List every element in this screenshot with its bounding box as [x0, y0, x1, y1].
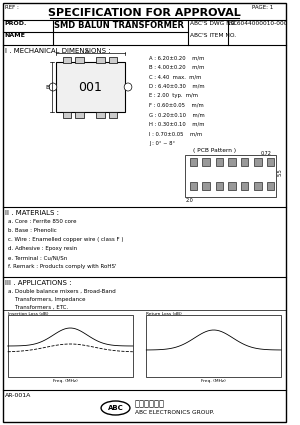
Text: C : 4.40  max.  m/m: C : 4.40 max. m/m: [149, 74, 202, 79]
Text: I : 0.70±0.05    m/m: I : 0.70±0.05 m/m: [149, 131, 202, 136]
Text: PROD.: PROD.: [5, 21, 27, 26]
Text: 5.5: 5.5: [277, 168, 282, 176]
Text: III . APPLICATIONS :: III . APPLICATIONS :: [5, 280, 71, 286]
Bar: [109, 112, 117, 118]
Text: b. Base : Phenolic: b. Base : Phenolic: [8, 228, 56, 233]
Text: ABC'S ITEM NO.: ABC'S ITEM NO.: [190, 33, 236, 38]
Text: 千加電子集團: 千加電子集團: [135, 399, 165, 408]
Text: Transformers , ETC.: Transformers , ETC.: [8, 305, 68, 310]
Bar: [228, 158, 236, 166]
Text: ( PCB Pattern ): ( PCB Pattern ): [193, 148, 236, 153]
Bar: [216, 158, 223, 166]
Bar: [202, 182, 210, 190]
Text: 001: 001: [79, 80, 102, 94]
Text: II . MATERIALS :: II . MATERIALS :: [5, 210, 59, 216]
Bar: [75, 57, 84, 63]
Text: B : 4.00±0.20    m/m: B : 4.00±0.20 m/m: [149, 65, 205, 70]
Text: d. Adhesive : Epoxy resin: d. Adhesive : Epoxy resin: [8, 246, 77, 251]
Text: ABC'S DWG NO.: ABC'S DWG NO.: [190, 21, 236, 26]
Text: a. Double balance mixers , Broad-Band: a. Double balance mixers , Broad-Band: [8, 289, 115, 294]
Bar: [241, 158, 248, 166]
Text: e. Terminal : Cu/Ni/Sn: e. Terminal : Cu/Ni/Sn: [8, 255, 67, 260]
Bar: [267, 182, 274, 190]
Circle shape: [124, 83, 132, 91]
Text: Transformers, Impedance: Transformers, Impedance: [8, 297, 85, 302]
Text: REF :: REF :: [5, 5, 19, 10]
Text: ABC: ABC: [108, 405, 123, 411]
Text: f. Remark : Products comply with RoHS': f. Remark : Products comply with RoHS': [8, 264, 116, 269]
Bar: [96, 112, 105, 118]
Bar: [190, 182, 197, 190]
Text: NAME: NAME: [5, 33, 26, 38]
Bar: [146, 315, 281, 377]
Bar: [109, 57, 117, 63]
Bar: [8, 315, 133, 377]
Bar: [75, 112, 84, 118]
Text: Freq. (MHz): Freq. (MHz): [53, 379, 78, 383]
Text: F : 0.60±0.05    m/m: F : 0.60±0.05 m/m: [149, 102, 204, 108]
Text: A : 6.20±0.20    m/m: A : 6.20±0.20 m/m: [149, 55, 205, 60]
Text: Freq. (MHz): Freq. (MHz): [201, 379, 226, 383]
Bar: [241, 182, 248, 190]
Bar: [185, 155, 276, 197]
Bar: [216, 182, 223, 190]
Text: PAGE: 1: PAGE: 1: [252, 5, 273, 10]
Bar: [202, 158, 210, 166]
Text: ABC ELECTRONICS GROUP.: ABC ELECTRONICS GROUP.: [135, 410, 214, 415]
Circle shape: [49, 83, 57, 91]
Text: G : 0.20±0.10    m/m: G : 0.20±0.10 m/m: [149, 112, 205, 117]
Bar: [56, 62, 125, 112]
Text: Insertion Loss (dB): Insertion Loss (dB): [8, 312, 48, 316]
Text: B: B: [45, 85, 49, 90]
Bar: [63, 57, 71, 63]
Bar: [267, 158, 274, 166]
Text: a. Core : Ferrite 850 core: a. Core : Ferrite 850 core: [8, 219, 76, 224]
Text: 2.0: 2.0: [186, 198, 194, 203]
Text: I . MECHANICAL DIMENSIONS :: I . MECHANICAL DIMENSIONS :: [5, 48, 110, 54]
Text: H : 0.30±0.10    m/m: H : 0.30±0.10 m/m: [149, 122, 205, 127]
Text: SPECIFICATION FOR APPROVAL: SPECIFICATION FOR APPROVAL: [48, 8, 241, 18]
Bar: [254, 182, 262, 190]
Bar: [190, 158, 197, 166]
Text: A: A: [85, 49, 89, 54]
Bar: [254, 158, 262, 166]
Text: J : 0° ~ 8°: J : 0° ~ 8°: [149, 141, 175, 145]
Bar: [96, 57, 105, 63]
Text: c. Wire : Enamelled copper wire ( class F ): c. Wire : Enamelled copper wire ( class …: [8, 237, 123, 242]
Text: SMD BALUN TRANSFORMER: SMD BALUN TRANSFORMER: [54, 21, 184, 30]
Text: SC6044000010-000: SC6044000010-000: [230, 21, 289, 26]
Text: 0.72: 0.72: [261, 151, 272, 156]
Bar: [228, 182, 236, 190]
Text: D : 6.40±0.30    m/m: D : 6.40±0.30 m/m: [149, 83, 205, 88]
Text: AR-001A: AR-001A: [5, 393, 31, 398]
Text: E : 2.00  typ.  m/m: E : 2.00 typ. m/m: [149, 93, 198, 98]
Text: Return Loss (dB): Return Loss (dB): [146, 312, 182, 316]
Bar: [63, 112, 71, 118]
